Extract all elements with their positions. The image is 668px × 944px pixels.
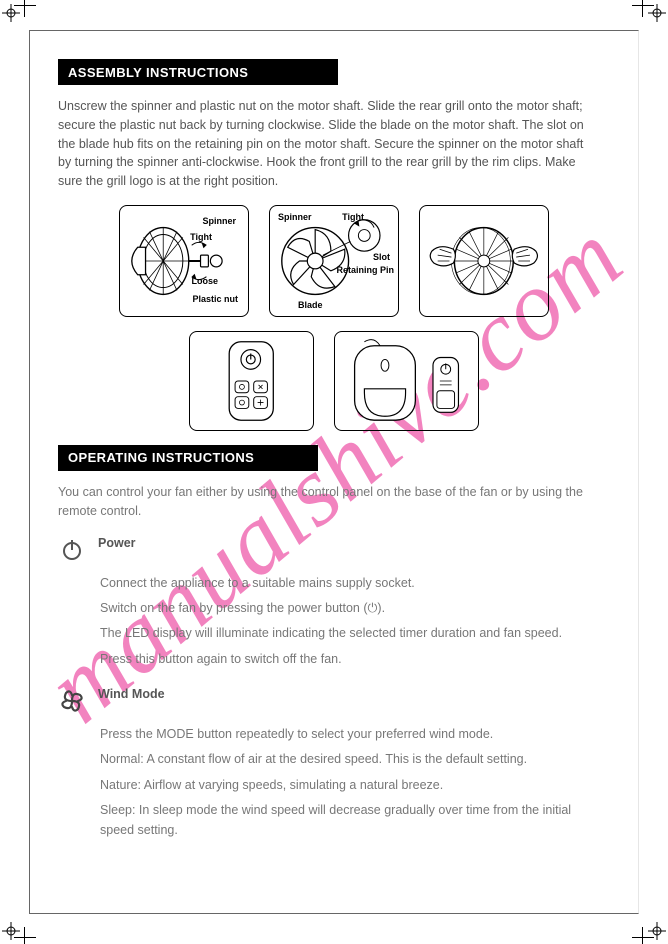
assembly-intro-text: Unscrew the spinner and plastic nut on t… <box>58 97 598 191</box>
operating-section: You can control your fan either by using… <box>58 483 610 840</box>
operating-item-text: Wind Mode <box>98 685 165 704</box>
registration-mark-icon <box>2 4 20 22</box>
registration-mark-icon <box>648 4 666 22</box>
diag-label: Blade <box>298 300 323 310</box>
op-power-line: Connect the appliance to a suitable main… <box>100 574 600 593</box>
page-frame: ASSEMBLY INSTRUCTIONS Unscrew the spinne… <box>29 30 639 914</box>
section-header-operating: OPERATING INSTRUCTIONS <box>58 445 318 471</box>
section-header-assembly: ASSEMBLY INSTRUCTIONS <box>58 59 338 85</box>
registration-mark-icon <box>2 922 20 940</box>
op-wind-line: Normal: A constant flow of air at the de… <box>100 750 600 769</box>
op-power-line: The LED display will illuminate indicati… <box>100 624 600 643</box>
op-wind-line: Nature: Airflow at varying speeds, simul… <box>100 776 600 795</box>
swirl-icon <box>58 687 86 715</box>
section-header-label: ASSEMBLY INSTRUCTIONS <box>68 65 248 80</box>
diagram-remote-holder <box>334 331 479 431</box>
power-icon <box>58 536 86 564</box>
registration-mark-icon <box>648 922 666 940</box>
diagram-rear-grill: Spinner Tight Loose Plastic nut <box>119 205 249 317</box>
diag-label: Plastic nut <box>192 294 238 304</box>
diag-label: Spinner <box>202 216 236 226</box>
diag-label: Retaining Pin <box>336 266 394 275</box>
diagram-front-grill <box>419 205 549 317</box>
diagram-blade: Spinner Tight Slot Retaining Pin Blade <box>269 205 399 317</box>
section-header-label: OPERATING INSTRUCTIONS <box>68 450 254 465</box>
diag-label: Tight <box>190 232 212 242</box>
diagram-row-1: Spinner Tight Loose Plastic nut <box>58 205 610 317</box>
diag-label: Slot <box>373 252 390 262</box>
op-power-line: Press this button again to switch off th… <box>100 650 600 669</box>
op-wind-line: Sleep: In sleep mode the wind speed will… <box>100 801 600 840</box>
operating-item-wind: Wind Mode <box>58 685 610 715</box>
diag-label: Loose <box>191 276 218 286</box>
diag-label: Spinner <box>278 212 312 222</box>
op-wind-line: Press the MODE button repeatedly to sele… <box>100 725 600 744</box>
operating-item-text: Power <box>98 534 136 553</box>
diag-label: Tight <box>342 212 364 222</box>
operating-item-power: Power <box>58 534 610 564</box>
operating-lead: You can control your fan either by using… <box>58 483 598 522</box>
diagram-row-2 <box>58 331 610 431</box>
op-power-line: Switch on the fan by pressing the power … <box>100 599 600 618</box>
diagram-remote <box>189 331 314 431</box>
